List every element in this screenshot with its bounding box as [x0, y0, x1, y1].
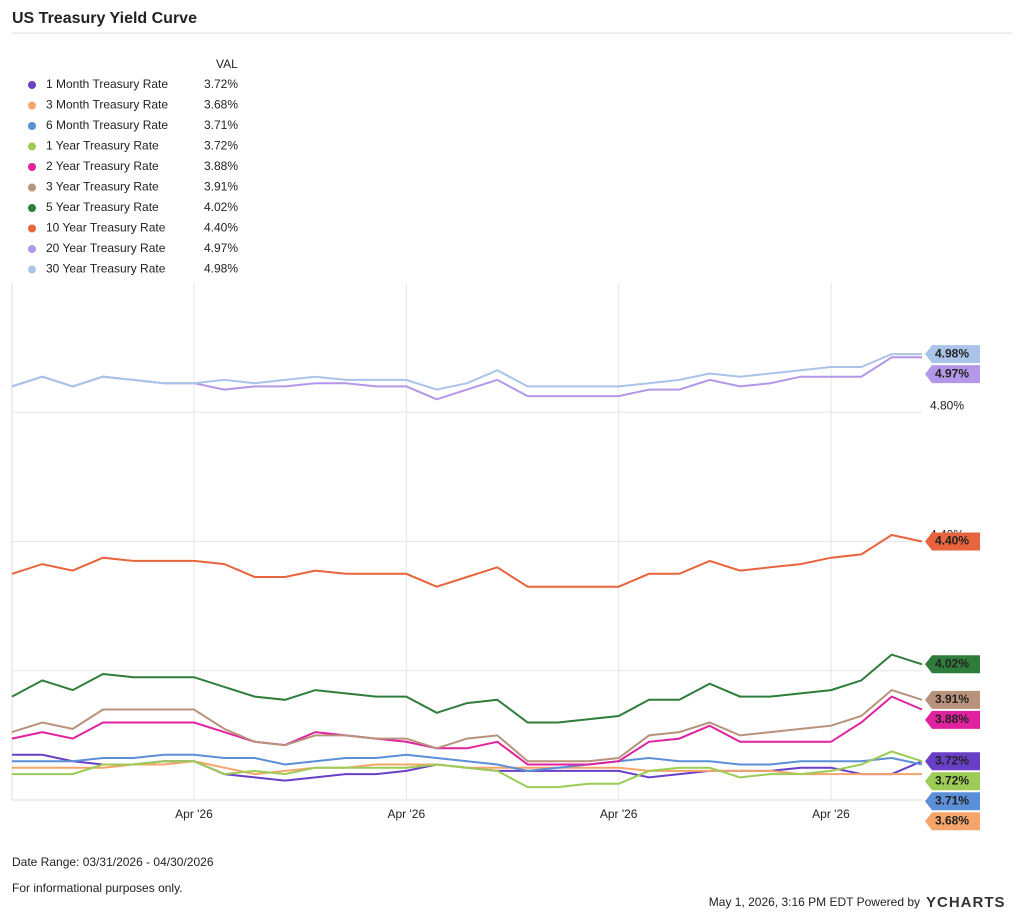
legend-marker [28, 204, 36, 212]
legend-marker [28, 122, 36, 130]
legend-marker [28, 265, 36, 274]
legend-marker [28, 101, 36, 110]
series-line [11, 353, 922, 391]
end-tag [925, 710, 980, 729]
chart-title: US Treasury Yield Curve [12, 10, 197, 27]
end-tag-label: 3.71% [935, 793, 969, 807]
legend-marker [28, 183, 36, 192]
series-line [11, 688, 923, 763]
series-line [12, 750, 923, 789]
end-tag [925, 792, 980, 811]
legend-value: 3.72% [204, 139, 238, 153]
end-tag [925, 655, 980, 674]
series-line [12, 753, 923, 772]
date-range: Date Range: 03/31/2026 - 04/30/2026 [12, 855, 214, 869]
end-tag [925, 812, 980, 831]
legend-marker [28, 224, 36, 233]
series-line [11, 695, 923, 766]
end-tag-label: 4.98% [935, 346, 969, 360]
legend-label: 30 Year Treasury Rate [46, 262, 166, 276]
legend-value: 4.40% [204, 221, 238, 235]
legend-label: 5 Year Treasury Rate [46, 200, 159, 214]
legend-marker [28, 142, 36, 151]
legend-marker [28, 245, 36, 253]
legend-label: 3 Year Treasury Rate [46, 180, 159, 194]
x-tick-label: Apr '26 [812, 807, 850, 821]
legend-value: 3.72% [204, 77, 238, 91]
x-tick-label: Apr '26 [388, 807, 426, 821]
end-tag [925, 532, 980, 551]
legend-value: 4.98% [204, 262, 238, 276]
legend-label: 3 Month Treasury Rate [46, 98, 168, 112]
end-tag [925, 345, 980, 364]
x-tick-label: Apr '26 [175, 807, 213, 821]
legend-value: 4.97% [204, 241, 238, 255]
legend-marker [28, 163, 36, 171]
legend-value: 3.71% [204, 118, 238, 132]
end-tag-label: 4.02% [935, 656, 969, 670]
end-tag-label: 3.91% [935, 692, 969, 706]
legend-label: 2 Year Treasury Rate [46, 159, 159, 173]
disclaimer: For informational purposes only. [12, 881, 183, 895]
legend-label: 10 Year Treasury Rate [46, 221, 166, 235]
end-tag [925, 772, 980, 791]
end-tag-label: 3.72% [935, 773, 969, 787]
end-tag-label: 4.97% [935, 366, 969, 380]
legend-label: 6 Month Treasury Rate [46, 118, 168, 132]
end-tag-label: 3.68% [935, 813, 969, 827]
end-tag-label: 3.88% [935, 712, 969, 726]
end-tag [925, 752, 980, 771]
end-tag-label: 4.40% [935, 534, 969, 548]
end-tag-label: 3.72% [935, 753, 969, 767]
legend-label: 1 Year Treasury Rate [46, 139, 159, 153]
x-tick-label: Apr '26 [600, 807, 638, 821]
brand: YCHARTS [926, 894, 1006, 911]
legend-label: 1 Month Treasury Rate [46, 77, 168, 91]
end-tag [925, 365, 980, 384]
series-line [11, 653, 923, 724]
legend-header: VAL [216, 57, 238, 71]
timestamp: May 1, 2026, 3:16 PM EDT Powered by [709, 895, 920, 909]
series-line [11, 356, 922, 401]
series-line [11, 533, 923, 588]
legend-value: 4.02% [204, 200, 238, 214]
legend-marker [28, 81, 36, 89]
legend-value: 3.68% [204, 98, 238, 112]
legend-label: 20 Year Treasury Rate [46, 241, 166, 255]
legend-value: 3.91% [204, 180, 238, 194]
end-tag [925, 690, 980, 709]
y-tick-label: 4.80% [930, 398, 964, 412]
legend-value: 3.88% [204, 159, 238, 173]
